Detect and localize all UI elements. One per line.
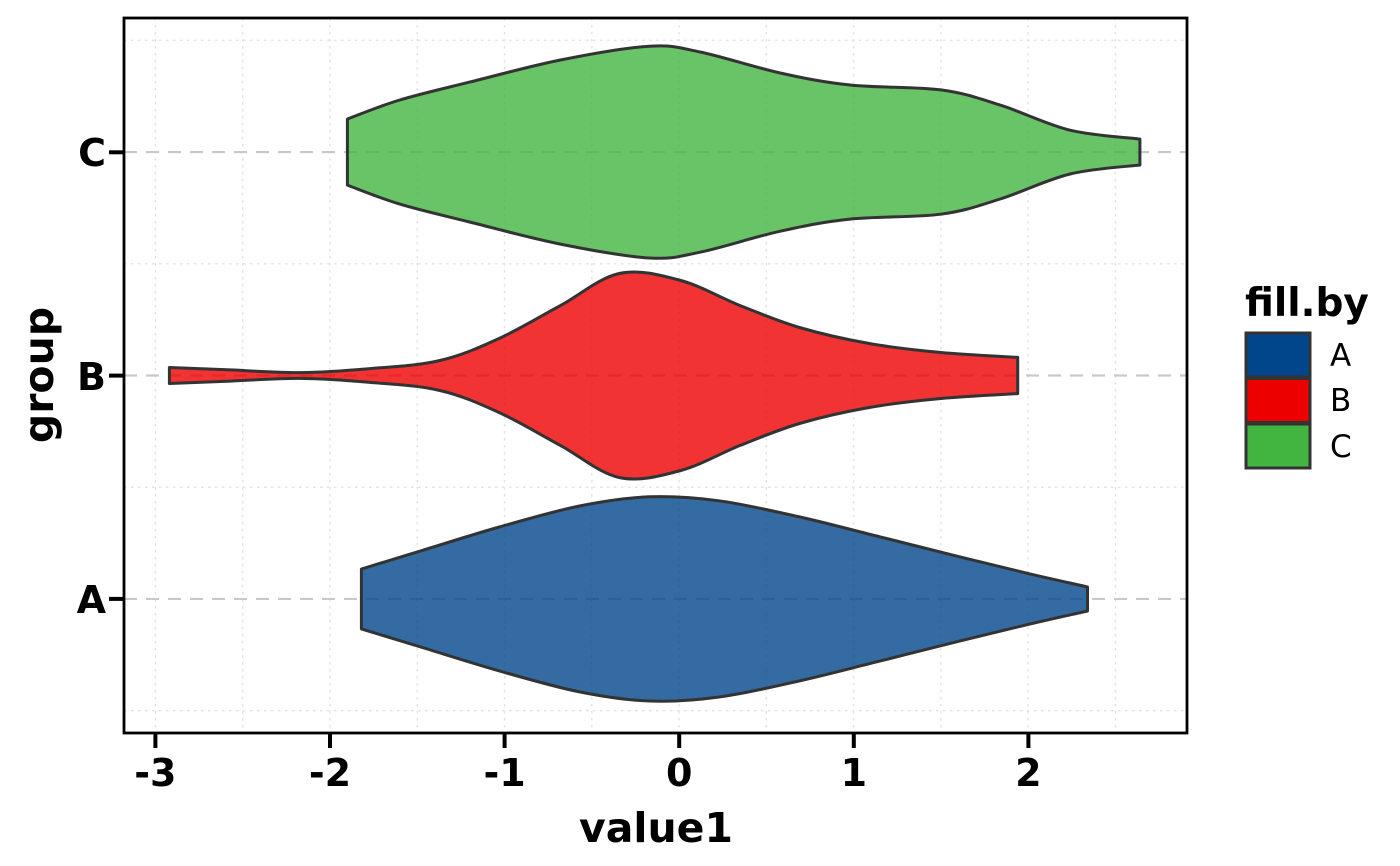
legend-swatch-C bbox=[1244, 422, 1312, 470]
x-tick-label: 0 bbox=[666, 751, 692, 795]
x-tick-label: -3 bbox=[134, 751, 176, 795]
legend-label-B: B bbox=[1330, 383, 1351, 419]
legend-label-C: C bbox=[1330, 429, 1352, 465]
legend: fill.by A B C bbox=[1244, 281, 1369, 470]
legend-swatch-A bbox=[1244, 331, 1312, 379]
y-axis: C B A group bbox=[15, 131, 124, 622]
violin-B bbox=[167, 270, 1020, 481]
x-tick-label: 1 bbox=[841, 751, 867, 795]
x-axis: -3 -2 -1 0 1 2 value1 bbox=[134, 733, 1042, 852]
y-tick-label: B bbox=[77, 355, 106, 399]
violin-C bbox=[345, 44, 1142, 260]
violin-A bbox=[359, 495, 1089, 703]
legend-item: B bbox=[1244, 377, 1351, 424]
x-tick-label: 2 bbox=[1015, 751, 1041, 795]
y-axis-title: group bbox=[15, 307, 63, 443]
legend-item: A bbox=[1244, 331, 1351, 379]
legend-swatch-B bbox=[1244, 377, 1312, 424]
legend-item: C bbox=[1244, 422, 1352, 470]
y-tick-label: A bbox=[77, 578, 107, 622]
legend-label-A: A bbox=[1330, 338, 1351, 374]
violin-shapes bbox=[167, 44, 1142, 703]
x-tick-label: -1 bbox=[483, 751, 525, 795]
y-tick-label: C bbox=[78, 131, 106, 175]
legend-title: fill.by bbox=[1245, 281, 1369, 326]
x-axis-title: value1 bbox=[579, 804, 733, 852]
x-tick-label: -2 bbox=[309, 751, 351, 795]
